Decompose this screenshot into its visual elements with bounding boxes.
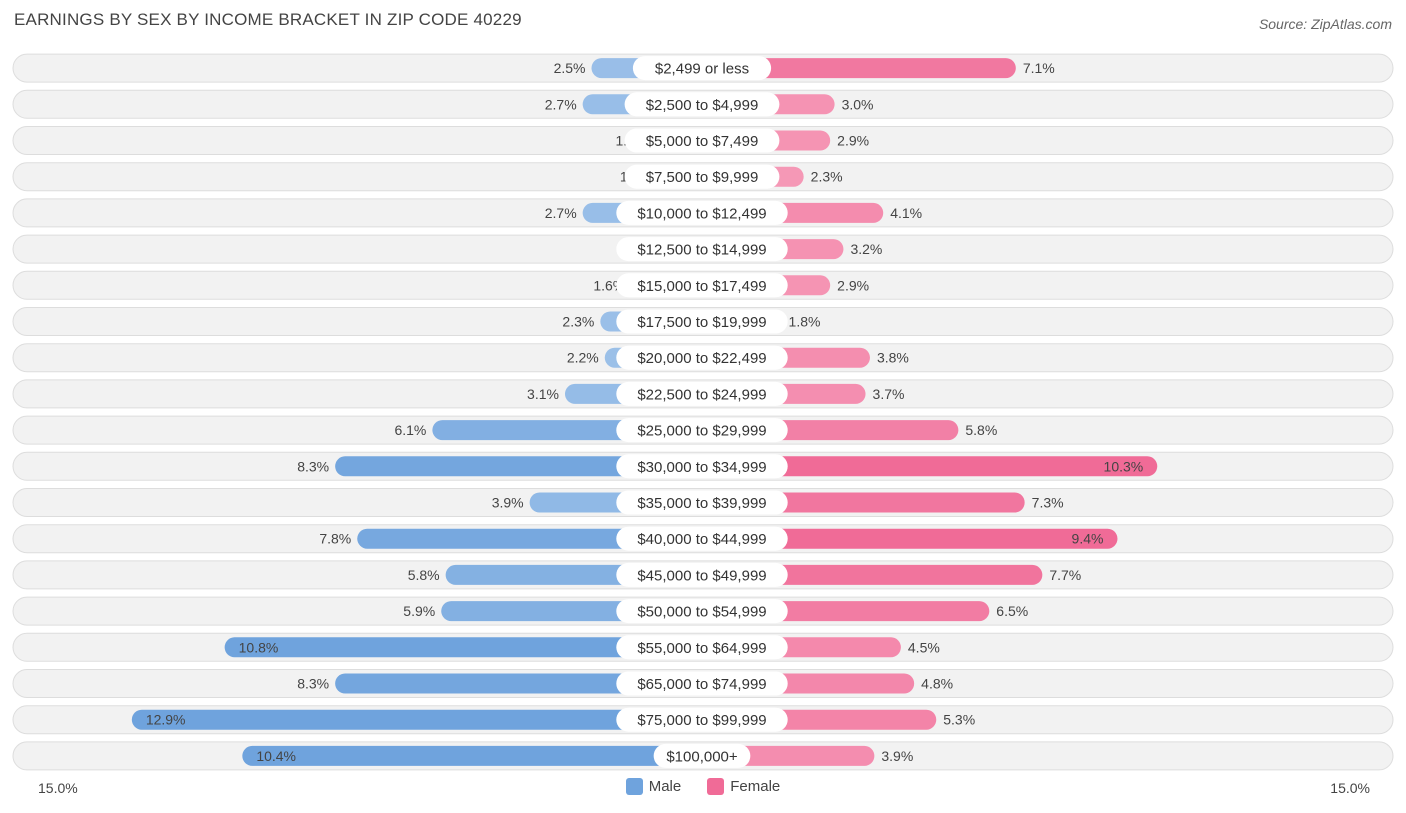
category-label: $15,000 to $17,499 xyxy=(637,278,766,295)
axis-left-label: 15.0% xyxy=(38,780,78,796)
male-value-label: 2.5% xyxy=(554,60,586,76)
male-bar xyxy=(335,456,702,477)
male-value-label: 5.8% xyxy=(408,567,440,583)
category-pill xyxy=(624,128,780,153)
male-value-label: 5.9% xyxy=(403,603,435,619)
source-label: Source: ZipAtlas.com xyxy=(1258,16,1392,32)
category-label: $17,500 to $19,999 xyxy=(637,314,766,331)
male-value-label: 2.2% xyxy=(567,350,599,366)
category-label: $2,500 to $4,999 xyxy=(646,97,759,114)
legend-swatch-male xyxy=(625,778,643,795)
category-label: $20,000 to $22,499 xyxy=(637,350,766,367)
category-label: $40,000 to $44,999 xyxy=(637,531,766,548)
female-value-label: 3.9% xyxy=(881,748,913,764)
female-value-label: 2.3% xyxy=(811,169,843,185)
category-label: $65,000 to $74,999 xyxy=(637,676,766,693)
category-pill xyxy=(616,454,788,479)
category-pill xyxy=(616,490,788,515)
female-value-label: 7.7% xyxy=(1049,567,1081,583)
legend-item-male: Male xyxy=(625,778,682,795)
female-value-label: 9.4% xyxy=(1072,531,1104,547)
category-pill xyxy=(632,56,772,81)
female-value-label: 2.9% xyxy=(837,133,869,149)
female-value-label: 3.2% xyxy=(850,241,882,257)
category-label: $30,000 to $34,999 xyxy=(637,459,766,476)
category-pill xyxy=(616,309,788,334)
category-pill xyxy=(616,381,788,406)
category-pill xyxy=(624,164,780,189)
category-pill xyxy=(616,237,788,262)
male-value-label: 7.8% xyxy=(319,531,351,547)
female-bar xyxy=(702,564,1043,585)
male-bar xyxy=(242,745,702,766)
male-value-label: 2.7% xyxy=(545,205,577,221)
male-value-label: 2.3% xyxy=(562,314,594,330)
female-value-label: 5.3% xyxy=(943,712,975,728)
chart-title: EARNINGS BY SEX BY INCOME BRACKET IN ZIP… xyxy=(14,10,522,29)
male-value-label: 12.9% xyxy=(146,712,186,728)
male-value-label: 2.7% xyxy=(545,96,577,112)
female-value-label: 1.8% xyxy=(789,314,821,330)
female-bar xyxy=(702,58,1016,79)
category-label: $100,000+ xyxy=(666,748,738,765)
category-pill xyxy=(616,418,788,443)
category-pill xyxy=(616,345,788,370)
male-value-label: 3.9% xyxy=(492,495,524,511)
bar-chart: 2.5% 7.1% $2,499 or less 2.7% 3.0% $2,500 to … xyxy=(12,53,1394,771)
female-value-label: 4.8% xyxy=(921,676,953,692)
category-label: $50,000 to $54,999 xyxy=(637,604,766,621)
legend-label-male: Male xyxy=(648,778,682,795)
male-value-label: 8.3% xyxy=(297,458,329,474)
male-bar xyxy=(224,637,702,658)
legend-item-female: Female xyxy=(707,778,780,795)
category-label: $12,500 to $14,999 xyxy=(637,242,766,259)
category-label: $75,000 to $99,999 xyxy=(637,712,766,729)
female-value-label: 7.1% xyxy=(1023,60,1055,76)
male-bar xyxy=(357,528,702,549)
category-pill xyxy=(616,273,788,298)
category-label: $22,500 to $24,999 xyxy=(637,386,766,403)
category-label: $7,500 to $9,999 xyxy=(646,169,759,186)
category-pill xyxy=(616,599,788,624)
male-bar xyxy=(335,673,702,694)
female-value-label: 2.9% xyxy=(837,277,869,293)
axis-right-label: 15.0% xyxy=(1330,780,1370,796)
male-value-label: 10.4% xyxy=(256,748,296,764)
category-label: $25,000 to $29,999 xyxy=(637,423,766,440)
category-label: $10,000 to $12,499 xyxy=(637,205,766,222)
female-value-label: 3.7% xyxy=(873,386,905,402)
female-value-label: 5.8% xyxy=(965,422,997,438)
category-label: $55,000 to $64,999 xyxy=(637,640,766,657)
female-value-label: 3.8% xyxy=(877,350,909,366)
female-value-label: 7.3% xyxy=(1032,495,1064,511)
male-value-label: 6.1% xyxy=(394,422,426,438)
female-value-label: 4.5% xyxy=(908,639,940,655)
male-bar xyxy=(131,709,702,730)
male-value-label: 8.3% xyxy=(297,676,329,692)
male-value-label: 10.8% xyxy=(239,639,279,655)
legend: Male Female xyxy=(0,778,1406,795)
category-pill xyxy=(616,671,788,696)
category-pill xyxy=(616,200,788,225)
category-label: $5,000 to $7,499 xyxy=(646,133,759,150)
female-bar xyxy=(702,456,1158,477)
category-pill xyxy=(653,743,751,768)
female-bar xyxy=(702,528,1118,549)
female-value-label: 3.0% xyxy=(842,96,874,112)
female-value-label: 6.5% xyxy=(996,603,1028,619)
male-value-label: 3.1% xyxy=(527,386,559,402)
category-pill xyxy=(616,526,788,551)
female-value-label: 10.3% xyxy=(1104,458,1144,474)
category-label: $2,499 or less xyxy=(655,61,749,78)
category-pill xyxy=(616,635,788,660)
category-pill xyxy=(624,92,780,117)
female-value-label: 4.1% xyxy=(890,205,922,221)
category-label: $45,000 to $49,999 xyxy=(637,567,766,584)
category-label: $35,000 to $39,999 xyxy=(637,495,766,512)
category-pill xyxy=(616,707,788,732)
category-pill xyxy=(616,562,788,587)
legend-swatch-female xyxy=(707,778,725,795)
legend-label-female: Female xyxy=(730,778,781,795)
